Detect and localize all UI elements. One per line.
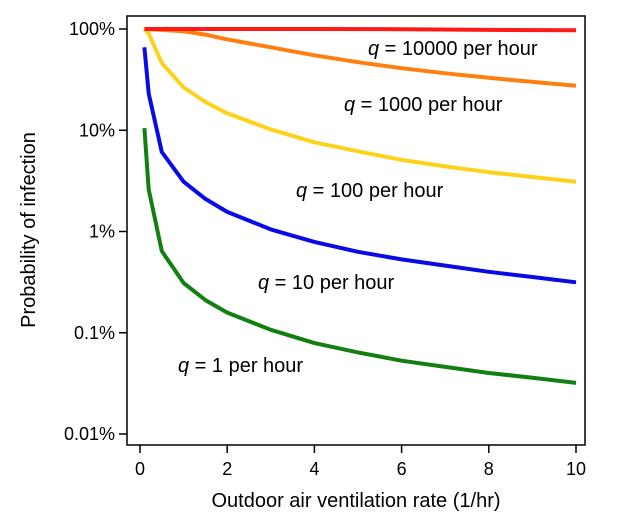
series-label-text: = 100 per hour	[307, 180, 444, 202]
x-tick-label-4: 8	[484, 459, 494, 479]
series-label-1: q = 1 per hour	[178, 355, 303, 377]
series-label-5: q = 10000 per hour	[368, 38, 538, 60]
series-label-q: q	[368, 38, 379, 60]
plot-frame	[126, 15, 586, 446]
series-line-5	[144, 27, 577, 33]
x-tick-label-1: 2	[222, 459, 232, 479]
series-label-text: = 1 per hour	[189, 355, 303, 377]
y-tick-label-3: 10%	[79, 120, 115, 140]
x-tick-label-2: 4	[309, 459, 319, 479]
series-label-q: q	[344, 94, 355, 116]
series-label-4: q = 1000 per hour	[344, 94, 503, 116]
series-lines	[142, 27, 577, 385]
y-axis: 0.01% 0.1% 1% 10% 100%	[64, 19, 127, 444]
x-tick-label-0: 0	[135, 459, 145, 479]
series-label-text: = 10 per hour	[269, 272, 394, 294]
y-tick-label-2: 1%	[89, 222, 115, 242]
series-line-4	[144, 27, 577, 88]
series-label-text: = 1000 per hour	[355, 94, 503, 116]
y-tick-label-0: 0.01%	[64, 424, 115, 444]
series-line-1	[142, 127, 577, 385]
series-label-q: q	[178, 355, 189, 377]
series-label-q: q	[258, 272, 269, 294]
series-label-q: q	[296, 180, 307, 202]
x-axis: 0 2 4 6 8 10	[135, 445, 586, 479]
y-axis-title: Probability of infection	[18, 132, 40, 328]
series-label-2: q = 10 per hour	[258, 272, 395, 294]
y-tick-label-4: 100%	[69, 19, 115, 39]
x-axis-title: Outdoor air ventilation rate (1/hr)	[211, 490, 500, 512]
series-line-2	[142, 47, 577, 285]
series-label-text: = 10000 per hour	[379, 38, 538, 60]
x-tick-label-5: 10	[566, 459, 586, 479]
x-tick-label-3: 6	[397, 459, 407, 479]
series-label-3: q = 100 per hour	[296, 180, 444, 202]
y-tick-label-1: 0.1%	[74, 323, 115, 343]
series-line-3	[142, 27, 577, 184]
